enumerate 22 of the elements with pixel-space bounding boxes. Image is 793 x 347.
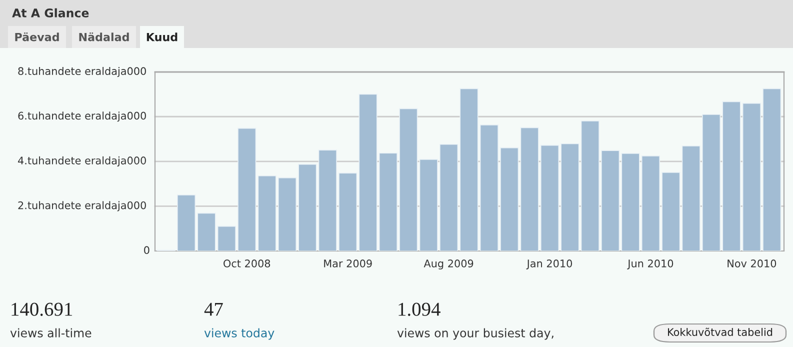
text: At A Glance <box>12 8 89 18</box>
x-tick-label: Nov 2010 <box>728 260 776 268</box>
text: Nädalad <box>79 32 129 42</box>
x-tick-label: Jun 2010 <box>627 260 674 270</box>
text: 0 <box>144 246 150 254</box>
x-tick-label: Aug 2009 <box>424 260 474 270</box>
ref-line-label: 2.tuhandete eraldaja000 <box>18 201 146 212</box>
ref-line-label: 6.tuhandete eraldaja000 <box>18 112 146 122</box>
ref-line-label: 4.tuhandete eraldaja000 <box>18 156 146 166</box>
text: Kuud <box>146 32 178 42</box>
x-tick-label: Jan 2010 <box>526 260 572 270</box>
text: 47 <box>204 302 223 316</box>
x-tick-label: Oct 2008 <box>224 260 270 268</box>
ref-line-label: 8.tuhandete eraldaja000 <box>18 66 146 78</box>
x-tick-label: Mar 2009 <box>324 260 372 268</box>
text: Kokkuvõtvad tabelid <box>668 328 772 336</box>
text: views on your busiest day, <box>397 328 554 340</box>
text: 1.094 <box>398 302 440 316</box>
text: Päevad <box>15 32 59 42</box>
text: views all-time <box>10 328 92 338</box>
text: views today <box>204 328 274 340</box>
text: 140.691 <box>12 302 72 316</box>
